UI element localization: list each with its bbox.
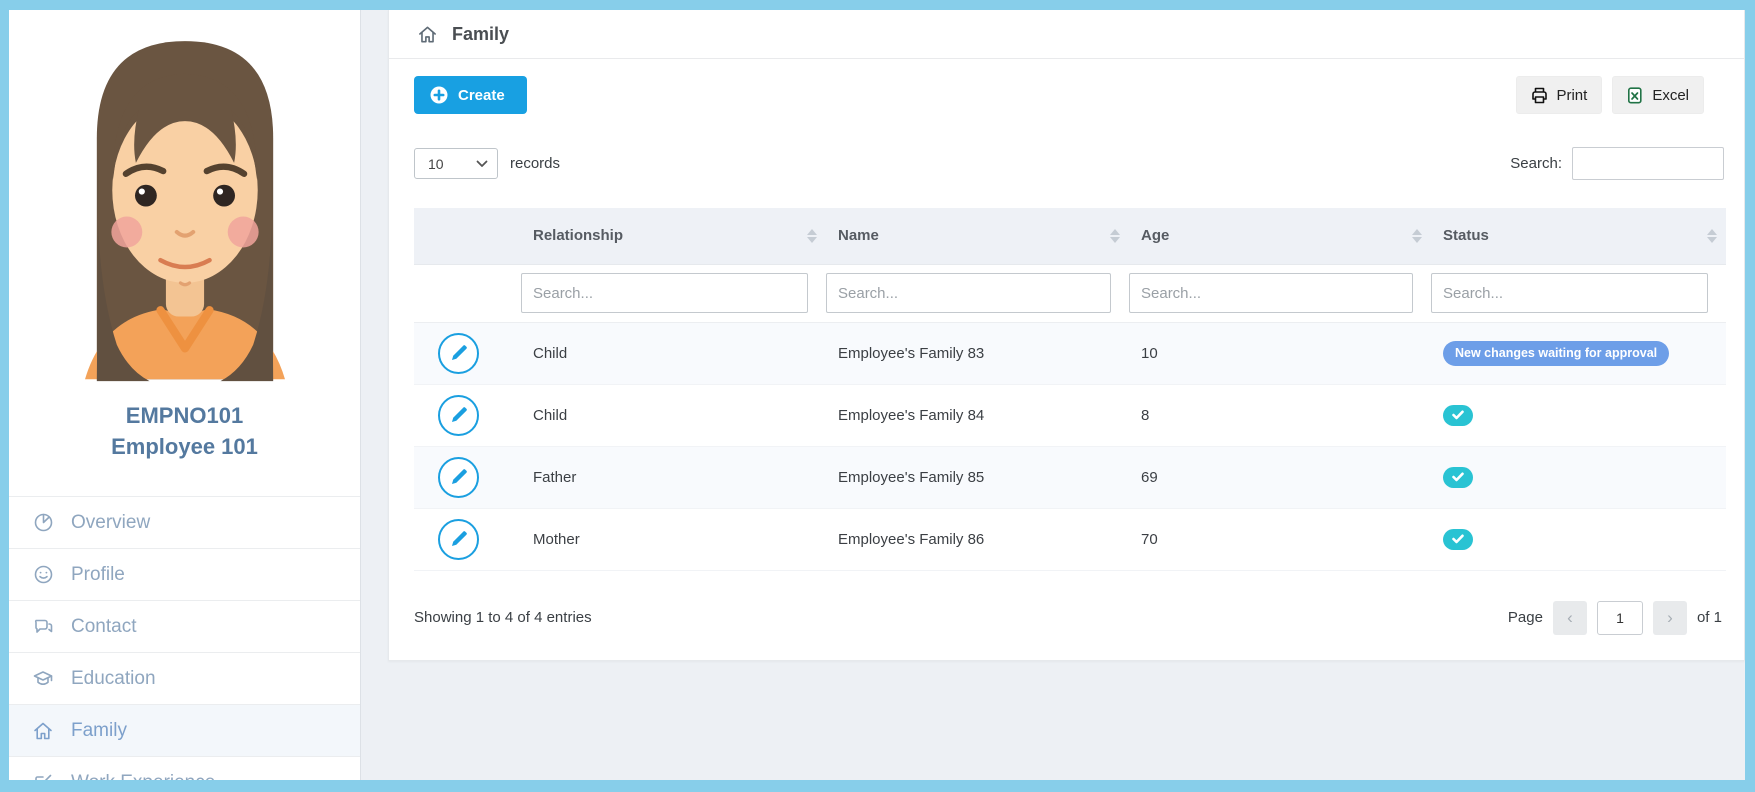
sidebar-item-label: Family [71, 719, 127, 741]
table-row: Father Employee's Family 85 69 [414, 446, 1726, 509]
plus-circle-icon [430, 86, 448, 104]
home-icon [31, 719, 55, 743]
status-approved-icon [1443, 466, 1473, 488]
employee-sidebar: EMPNO101 Employee 101 Overview Profile C… [9, 10, 361, 780]
global-search-input[interactable] [1572, 147, 1724, 180]
sidebar-item-label: Profile [71, 563, 125, 585]
relationship-filter-input[interactable] [521, 273, 808, 313]
page-label: Page [1507, 609, 1543, 626]
pencil-icon [451, 407, 467, 422]
current-page-input[interactable] [1596, 600, 1643, 635]
smiley-icon [31, 563, 55, 587]
column-header-relationship[interactable]: Relationship [521, 208, 826, 265]
search-label: Search: [1510, 155, 1562, 172]
pencil-icon [451, 469, 467, 484]
column-header-age[interactable]: Age [1129, 208, 1431, 265]
records-per-page-select[interactable]: 10 [414, 148, 498, 179]
sidebar-item-education[interactable]: Education [9, 652, 360, 704]
sidebar-item-label: Overview [71, 511, 151, 533]
column-header-name[interactable]: Name [826, 208, 1129, 265]
chat-icon [31, 615, 55, 639]
edit-button[interactable] [438, 394, 479, 436]
sort-icon [807, 228, 817, 243]
prev-page-button[interactable]: ‹ [1552, 600, 1587, 635]
pencil-icon [451, 345, 467, 360]
app-window: EMPNO101 Employee 101 Overview Profile C… [9, 10, 1745, 780]
sidebar-item-profile[interactable]: Profile [9, 548, 360, 600]
family-table: Relationship Name Age [414, 208, 1726, 571]
avatar [35, 16, 335, 388]
employee-id: EMPNO101 [125, 403, 244, 428]
excel-file-icon [1628, 86, 1642, 104]
column-header-actions [414, 208, 521, 265]
family-card: Family Create [388, 10, 1745, 661]
edit-icon [31, 771, 55, 780]
edit-button[interactable] [438, 332, 479, 374]
page-header: Family [389, 10, 1744, 59]
table-filter-row [414, 264, 1726, 323]
sidebar-item-overview[interactable]: Overview [9, 496, 360, 548]
print-button[interactable]: Print [1516, 76, 1603, 114]
entries-summary: Showing 1 to 4 of 4 entries [414, 609, 592, 626]
sort-icon [1412, 228, 1422, 243]
table-row: Mother Employee's Family 86 70 [414, 508, 1726, 571]
sort-icon [1707, 228, 1717, 243]
graduation-cap-icon [31, 667, 55, 691]
sidebar-item-label: Work Experience [71, 772, 215, 781]
create-button[interactable]: Create [414, 76, 527, 114]
sidebar-item-contact[interactable]: Contact [9, 600, 360, 652]
total-pages-label: of 1 [1696, 609, 1722, 626]
sidebar-nav: Overview Profile Contact Education [9, 496, 360, 780]
status-filter-input[interactable] [1431, 273, 1708, 313]
status-approved-icon [1443, 404, 1473, 426]
edit-button[interactable] [438, 456, 479, 498]
main-content: Family Create [361, 10, 1745, 780]
sidebar-item-family[interactable]: Family [9, 704, 360, 756]
status-badge-pending: New changes waiting for approval [1443, 340, 1670, 366]
pagination: Page ‹ › of 1 [1507, 600, 1722, 635]
sort-icon [1110, 228, 1120, 243]
table-row: Child Employee's Family 83 10 New change… [414, 322, 1726, 385]
home-icon [419, 26, 436, 42]
edit-button[interactable] [438, 518, 479, 560]
table-header-row: Relationship Name Age [414, 208, 1726, 265]
pie-chart-icon [31, 511, 55, 535]
employee-name: Employee 101 [111, 434, 258, 459]
page-title: Family [452, 23, 510, 44]
records-label: records [510, 155, 561, 172]
table-row: Child Employee's Family 84 8 [414, 384, 1726, 447]
chevron-down-icon [476, 160, 488, 167]
next-page-button[interactable]: › [1652, 600, 1687, 635]
name-filter-input[interactable] [826, 273, 1111, 313]
avatar-illustration [84, 41, 285, 382]
status-approved-icon [1443, 528, 1473, 550]
excel-export-button[interactable]: Excel [1612, 76, 1704, 114]
column-header-status[interactable]: Status [1431, 208, 1726, 265]
sidebar-item-label: Contact [71, 615, 137, 637]
pencil-icon [451, 531, 467, 546]
printer-icon [1532, 87, 1548, 103]
age-filter-input[interactable] [1129, 273, 1413, 313]
sidebar-item-label: Education [71, 667, 156, 689]
sidebar-item-work-experience[interactable]: Work Experience [9, 756, 360, 780]
